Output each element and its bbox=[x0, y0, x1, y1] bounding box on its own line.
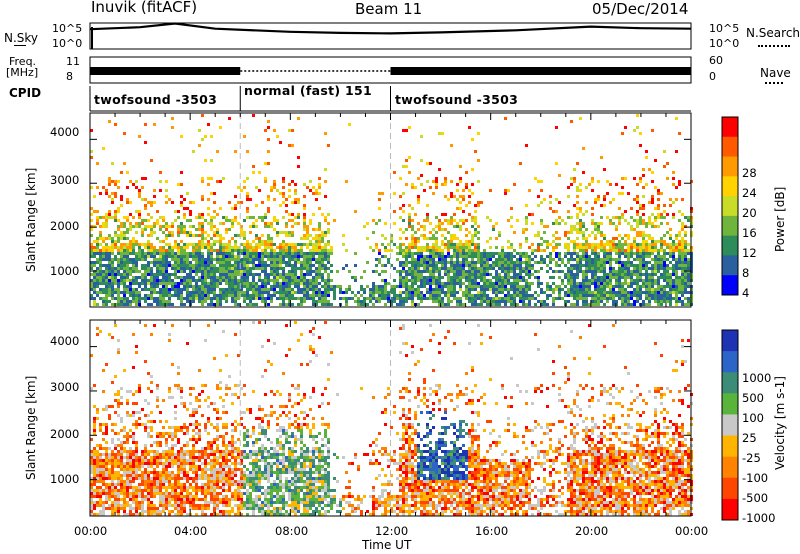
velocity-cbar-tick-1000: 1000 bbox=[742, 371, 772, 385]
xtick-0: 00:00 bbox=[74, 524, 108, 538]
date-title: 05/Dec/2014 bbox=[592, 0, 689, 18]
time-axis-label: Time UT bbox=[362, 538, 412, 552]
velocity-ytick-4000: 4000 bbox=[50, 334, 80, 348]
beam-title: Beam 11 bbox=[355, 0, 423, 18]
cpid-segment-3: twofsound -3503 bbox=[395, 92, 519, 107]
freq-unit-label: [MHz] bbox=[6, 66, 39, 79]
power-colorbar-swatch bbox=[722, 196, 738, 217]
velocity-colorbar-swatch bbox=[722, 330, 738, 352]
nave-legend-line bbox=[765, 82, 783, 84]
velocity-colorbar-swatch bbox=[722, 414, 738, 437]
power-cbar-tick-12: 12 bbox=[742, 246, 757, 260]
cpid-segment-2: normal (fast) 151 bbox=[244, 83, 373, 98]
velocity-ytick-2000: 2000 bbox=[50, 427, 80, 441]
velocity-cbar-tick-100: 100 bbox=[742, 411, 764, 425]
power-colorbar-swatch bbox=[722, 275, 738, 296]
power-colorbar-swatch bbox=[722, 235, 738, 256]
nsearch-label: N.Search bbox=[746, 26, 800, 40]
xtick-4: 16:00 bbox=[475, 524, 509, 538]
velocity-panel-cells bbox=[90, 321, 693, 516]
velocity-ytick-1000: 1000 bbox=[50, 472, 80, 486]
cpid-segment-1: twofsound -3503 bbox=[94, 92, 218, 107]
velocity-cbar-tick-25: 25 bbox=[742, 431, 757, 445]
nsky-tick-top: 10^5 bbox=[52, 22, 83, 35]
velocity-cbar-tick-500: 500 bbox=[742, 391, 764, 405]
velocity-cbar-tick-minus1000: -1000 bbox=[742, 511, 776, 525]
power-ytick-3000: 3000 bbox=[50, 173, 80, 187]
power-cbar-title: Power [dB] bbox=[773, 186, 787, 252]
freq-label: Freq. bbox=[9, 55, 37, 68]
nave-tick-bottom: 0 bbox=[709, 70, 716, 83]
nave-label: Nave bbox=[760, 66, 791, 80]
freq-tick-top: 11 bbox=[66, 55, 80, 68]
nsearch-legend-line bbox=[758, 45, 790, 47]
power-colorbar-swatch bbox=[722, 255, 738, 276]
power-colorbar-swatch bbox=[722, 176, 738, 197]
velocity-colorbar-swatch bbox=[722, 456, 738, 479]
velocity-colorbar-swatch bbox=[722, 372, 738, 394]
velocity-colorbar-swatch bbox=[722, 435, 738, 458]
power-ytick-4000: 4000 bbox=[50, 125, 80, 139]
power-cbar-tick-16: 16 bbox=[742, 226, 757, 240]
xtick-2: 08:00 bbox=[275, 524, 309, 538]
nsearch-tick-top: 10^5 bbox=[709, 22, 740, 35]
power-colorbar-swatch bbox=[722, 117, 738, 138]
freq-tick-bottom: 8 bbox=[66, 70, 73, 83]
power-colorbar-swatch bbox=[722, 136, 738, 158]
velocity-colorbar-swatch bbox=[722, 351, 738, 373]
power-cbar-tick-20: 20 bbox=[742, 206, 757, 220]
nsky-panel-frame bbox=[89, 22, 692, 50]
power-panel-cells bbox=[90, 114, 693, 306]
power-cbar-tick-28: 28 bbox=[742, 166, 757, 180]
power-colorbar-swatch bbox=[722, 156, 738, 177]
nsky-tick-bottom: 10^0 bbox=[52, 37, 83, 50]
velocity-cbar-tick-minus25: -25 bbox=[742, 451, 761, 465]
power-cbar-tick-4: 4 bbox=[742, 286, 750, 300]
velocity-colorbar-frame bbox=[721, 329, 739, 521]
velocity-colorbar-swatch bbox=[722, 498, 738, 521]
velocity-cbar-tick-minus500: -500 bbox=[742, 491, 769, 505]
velocity-cbar-tick-minus100: -100 bbox=[742, 471, 769, 485]
xtick-3: 12:00 bbox=[375, 524, 409, 538]
nave-tick-top: 60 bbox=[709, 54, 723, 67]
velocity-ytick-3000: 3000 bbox=[50, 380, 80, 394]
power-colorbar-frame bbox=[721, 116, 739, 296]
xtick-5: 20:00 bbox=[575, 524, 609, 538]
nsearch-tick-bottom: 10^0 bbox=[709, 37, 740, 50]
freq-series-segment bbox=[390, 67, 691, 75]
cpid-label: CPID bbox=[9, 86, 42, 100]
power-ytick-2000: 2000 bbox=[50, 219, 80, 233]
power-colorbar-swatch bbox=[722, 215, 738, 237]
xtick-6: 00:00 bbox=[675, 524, 709, 538]
station-title: Inuvik (fitACF) bbox=[91, 0, 198, 16]
velocity-colorbar-swatch bbox=[722, 393, 738, 415]
nsky-series-line bbox=[89, 22, 692, 35]
power-ytick-1000: 1000 bbox=[50, 264, 80, 278]
nsky-legend-line bbox=[14, 45, 26, 46]
freq-series-segment bbox=[90, 67, 241, 75]
power-cbar-tick-24: 24 bbox=[742, 186, 757, 200]
power-ylabel: Slant Range [km] bbox=[24, 167, 38, 272]
velocity-ylabel: Slant Range [km] bbox=[24, 375, 38, 480]
velocity-colorbar-swatch bbox=[722, 477, 738, 500]
power-cbar-tick-8: 8 bbox=[742, 266, 750, 280]
xtick-1: 04:00 bbox=[174, 524, 208, 538]
velocity-cbar-title: Velocity [m s-1] bbox=[773, 376, 787, 470]
nsky-label: N.Sky bbox=[4, 31, 39, 45]
